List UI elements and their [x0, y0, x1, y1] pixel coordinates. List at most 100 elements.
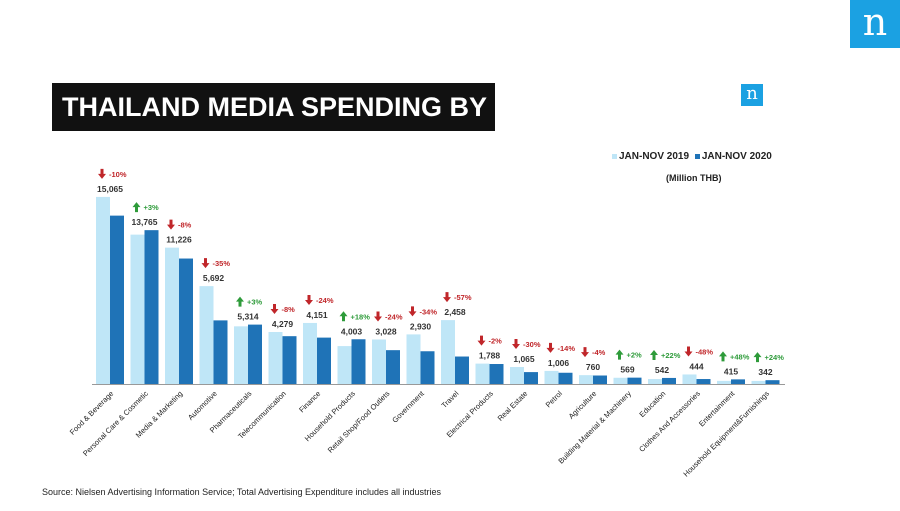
bar-value-label: 15,065 — [97, 184, 123, 194]
arrow-up-icon — [753, 352, 762, 363]
arrow-up-icon — [719, 351, 727, 362]
bar-value-label: 1,006 — [548, 358, 570, 368]
bar-2019 — [234, 326, 248, 384]
category-label: Government — [390, 388, 426, 424]
category-label: Agriculture — [567, 389, 599, 421]
arrow-down-icon — [98, 168, 106, 179]
bar-2020 — [593, 375, 607, 384]
change-label: -24% — [316, 296, 334, 305]
bar-2020 — [144, 230, 159, 384]
legend-unit: (Million THB) — [666, 173, 722, 183]
bar-value-label: 4,151 — [306, 310, 328, 320]
bar-2020 — [420, 351, 435, 384]
bar-value-label: 1,788 — [479, 351, 501, 361]
bar-value-label: 5,692 — [203, 273, 225, 283]
bar-2020 — [351, 339, 366, 384]
bar-value-label: 3,028 — [375, 326, 397, 336]
arrow-down-icon — [374, 311, 382, 322]
category-label: Retail Shop/Food Outlets — [326, 389, 392, 455]
arrow-down-icon — [443, 292, 451, 303]
arrow-up-icon — [132, 202, 141, 213]
bar-2020 — [524, 372, 538, 384]
bar-value-label: 4,003 — [341, 326, 363, 336]
arrow-down-icon — [167, 219, 175, 230]
bar-2019 — [406, 334, 421, 384]
category-label: Clothes And Accessories — [637, 389, 702, 454]
legend-label-2020: JAN-NOV 2020 — [701, 151, 772, 162]
arrow-up-icon — [615, 349, 624, 360]
change-label: -34% — [420, 307, 438, 316]
change-label: -2% — [489, 337, 503, 346]
bar-value-label: 569 — [620, 365, 634, 375]
bar-2020 — [386, 350, 400, 384]
change-label: +18% — [351, 312, 371, 321]
bar-2019 — [268, 331, 283, 384]
legend-label-2019: JAN-NOV 2019 — [619, 151, 690, 162]
arrow-down-icon — [305, 294, 313, 305]
bar-value-label: 542 — [655, 365, 669, 375]
category-label: Personal Care & Cosmetic — [81, 389, 150, 458]
change-label: +3% — [247, 298, 263, 307]
bar-2019 — [648, 379, 662, 384]
bar-value-label: 4,279 — [272, 319, 294, 329]
bar-value-label: 13,765 — [132, 217, 158, 227]
bar-2019 — [337, 346, 352, 384]
bar-2020 — [489, 364, 504, 384]
change-label: -14% — [558, 344, 576, 353]
bar-2019 — [96, 196, 110, 384]
change-label: -8% — [178, 221, 192, 230]
bar-2019 — [199, 286, 214, 384]
bar-value-label: 415 — [724, 366, 738, 376]
change-label: -57% — [454, 293, 472, 302]
bar-2019 — [130, 234, 145, 384]
bar-2019 — [613, 377, 628, 384]
bar-2020 — [662, 377, 676, 384]
nielsen-logo-small: n — [741, 84, 763, 106]
bar-2020 — [317, 337, 331, 384]
legend-swatch-2020 — [694, 153, 700, 159]
category-label: Petrol — [544, 389, 564, 409]
bar-2019 — [544, 370, 559, 384]
category-label: Education — [637, 389, 667, 419]
change-label: -30% — [523, 340, 541, 349]
change-label: -8% — [282, 305, 296, 314]
bar-2020 — [179, 258, 193, 384]
chart-legend: JAN-NOV 2019 JAN-NOV 2020 — [612, 151, 772, 162]
arrow-down-icon — [201, 258, 210, 269]
arrow-up-icon — [236, 296, 244, 307]
arrow-down-icon — [546, 342, 555, 353]
change-label: -48% — [696, 347, 714, 356]
change-label: +48% — [730, 352, 750, 361]
bar-2019 — [579, 375, 593, 384]
legend-swatch-2019 — [612, 153, 617, 159]
bar-value-label: 760 — [586, 362, 600, 372]
bar-2019 — [475, 363, 490, 384]
bar-2019 — [165, 247, 179, 384]
bar-value-label: 5,314 — [237, 312, 259, 322]
source-note: Source: Nielsen Advertising Information … — [42, 487, 442, 497]
arrow-down-icon — [408, 306, 417, 317]
bar-value-label: 2,930 — [410, 321, 432, 331]
arrow-down-icon — [477, 335, 486, 346]
logo-letter-small: n — [746, 83, 758, 104]
change-label: -24% — [385, 312, 403, 321]
bar-value-label: 1,065 — [513, 354, 535, 364]
bar-2020 — [627, 377, 642, 384]
nielsen-logo: n — [850, 0, 900, 48]
change-label: -4% — [592, 348, 606, 357]
arrow-down-icon — [270, 303, 279, 314]
category-label: Finance — [297, 389, 322, 414]
bar-2020 — [731, 379, 745, 384]
bar-2019 — [510, 367, 524, 384]
bar-2020 — [765, 380, 780, 384]
bar-value-label: 2,458 — [444, 307, 466, 317]
change-label: +24% — [765, 353, 785, 362]
logo-letter: n — [862, 0, 888, 44]
bar-2020 — [558, 372, 573, 384]
bar-2020 — [110, 215, 124, 384]
category-label: Building Material & Machinery — [556, 389, 633, 466]
bar-2019 — [303, 322, 317, 384]
arrow-down-icon — [512, 339, 520, 350]
bar-2019 — [751, 380, 766, 384]
